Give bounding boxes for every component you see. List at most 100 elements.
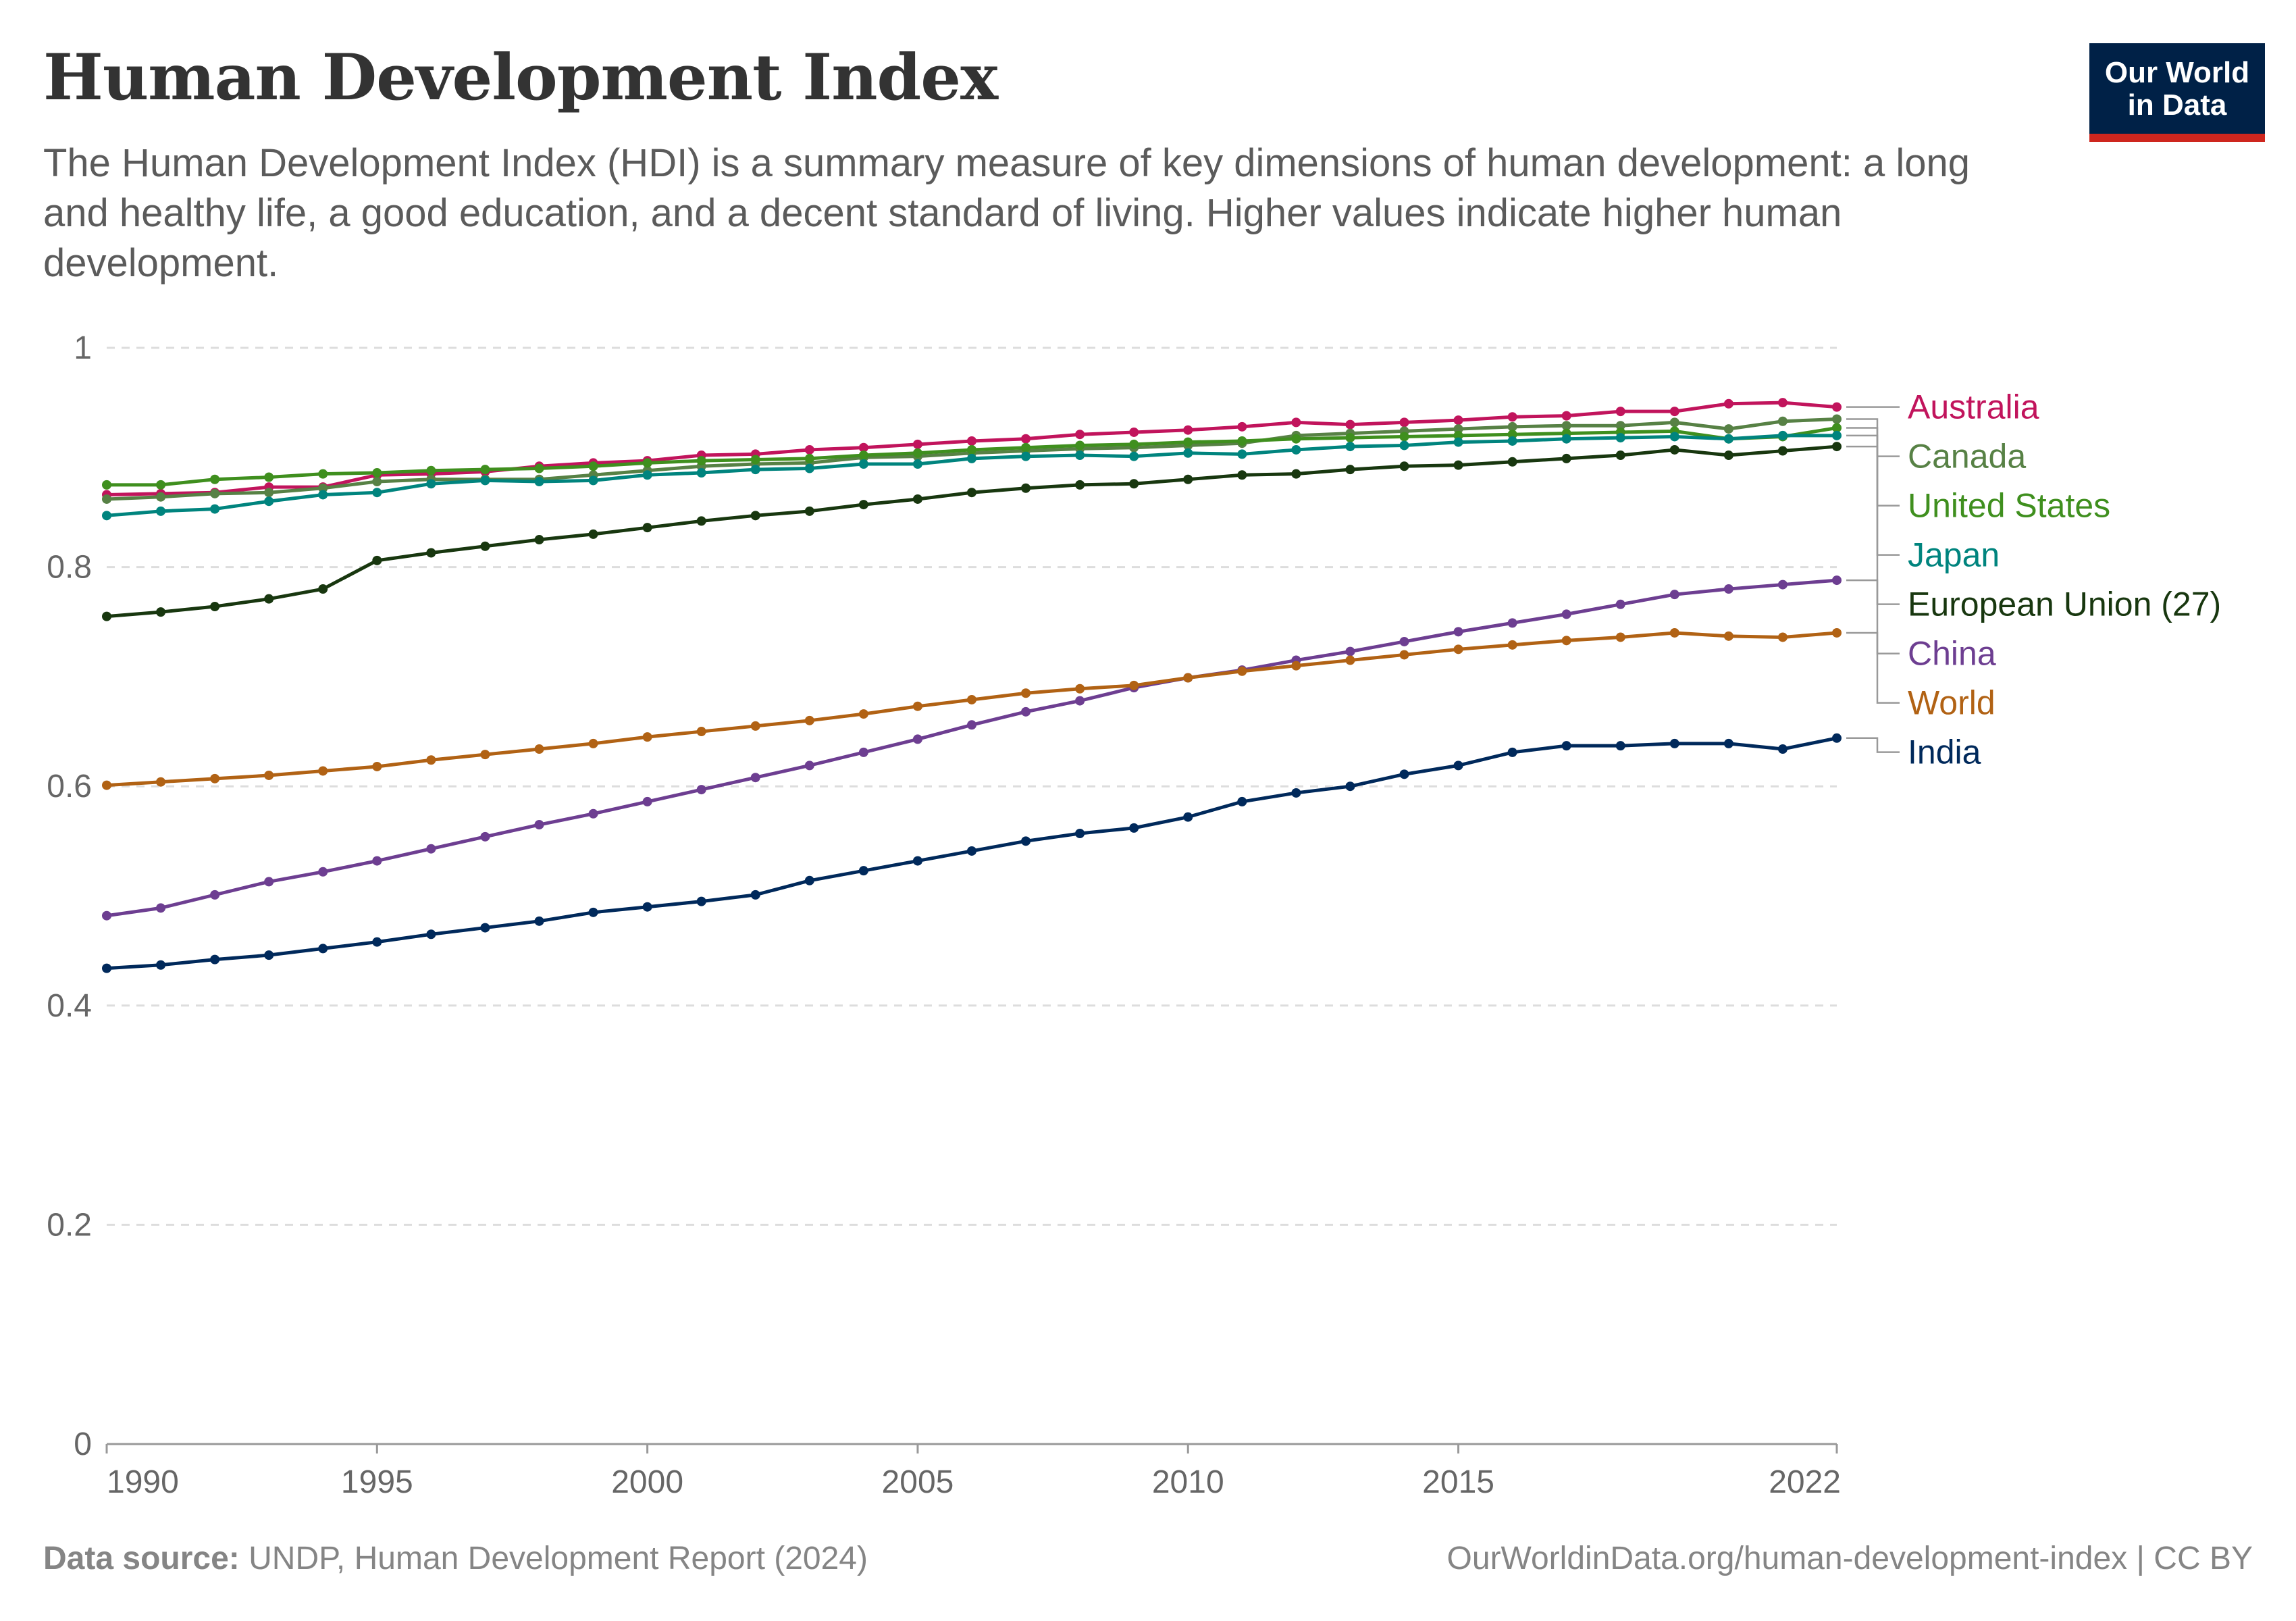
- data-point[interactable]: [1345, 442, 1355, 452]
- data-point[interactable]: [967, 436, 976, 446]
- data-point[interactable]: [1075, 430, 1085, 440]
- data-point[interactable]: [156, 492, 166, 502]
- data-point[interactable]: [102, 780, 111, 790]
- data-point[interactable]: [372, 468, 382, 478]
- series-label-china[interactable]: China: [1908, 635, 1996, 673]
- data-point[interactable]: [804, 875, 814, 885]
- data-point[interactable]: [1021, 706, 1031, 717]
- data-point[interactable]: [1615, 741, 1625, 751]
- data-point[interactable]: [1669, 590, 1679, 600]
- data-point[interactable]: [1075, 480, 1085, 490]
- data-point[interactable]: [1075, 684, 1085, 694]
- data-point[interactable]: [804, 463, 814, 473]
- data-point[interactable]: [1237, 470, 1247, 480]
- data-point[interactable]: [264, 770, 274, 780]
- data-point[interactable]: [1237, 436, 1247, 446]
- data-point[interactable]: [1615, 407, 1625, 417]
- data-point[interactable]: [1399, 636, 1409, 646]
- series-label-european-union-27-[interactable]: European Union (27): [1908, 586, 2221, 623]
- data-point[interactable]: [1777, 744, 1788, 754]
- data-point[interactable]: [210, 773, 220, 783]
- data-point[interactable]: [1777, 580, 1788, 590]
- data-point[interactable]: [696, 727, 706, 737]
- data-point[interactable]: [1021, 836, 1031, 846]
- data-point[interactable]: [912, 701, 922, 711]
- data-point[interactable]: [1453, 644, 1463, 654]
- data-point[interactable]: [1129, 439, 1139, 449]
- data-point[interactable]: [102, 511, 111, 521]
- data-point[interactable]: [696, 516, 706, 526]
- series-label-canada[interactable]: Canada: [1908, 438, 2026, 475]
- data-point[interactable]: [1507, 747, 1517, 757]
- data-point[interactable]: [318, 867, 328, 877]
- data-point[interactable]: [1832, 575, 1842, 586]
- data-point[interactable]: [1021, 434, 1031, 444]
- data-point[interactable]: [1183, 448, 1193, 458]
- data-point[interactable]: [264, 472, 274, 482]
- data-point[interactable]: [534, 477, 544, 487]
- data-point[interactable]: [1399, 432, 1409, 442]
- data-point[interactable]: [102, 494, 111, 504]
- data-point[interactable]: [1183, 437, 1193, 447]
- data-point[interactable]: [1832, 442, 1842, 452]
- data-point[interactable]: [1561, 741, 1571, 751]
- data-point[interactable]: [1345, 419, 1355, 430]
- data-point[interactable]: [102, 963, 111, 973]
- data-point[interactable]: [750, 890, 760, 900]
- data-point[interactable]: [588, 529, 598, 539]
- data-point[interactable]: [102, 910, 111, 921]
- data-point[interactable]: [1075, 451, 1085, 461]
- data-point[interactable]: [1345, 655, 1355, 665]
- data-point[interactable]: [372, 477, 382, 487]
- data-point[interactable]: [1291, 788, 1301, 798]
- data-point[interactable]: [1561, 453, 1571, 463]
- data-point[interactable]: [318, 490, 328, 500]
- data-point[interactable]: [804, 761, 814, 771]
- data-point[interactable]: [588, 461, 598, 471]
- data-point[interactable]: [1723, 398, 1733, 409]
- data-point[interactable]: [1561, 411, 1571, 421]
- data-point[interactable]: [1832, 430, 1842, 440]
- data-point[interactable]: [534, 535, 544, 545]
- data-point[interactable]: [1075, 696, 1085, 706]
- data-point[interactable]: [1615, 599, 1625, 609]
- data-point[interactable]: [1561, 636, 1571, 646]
- data-point[interactable]: [1832, 627, 1842, 638]
- data-point[interactable]: [967, 488, 976, 498]
- data-point[interactable]: [750, 455, 760, 465]
- data-point[interactable]: [372, 761, 382, 771]
- data-point[interactable]: [426, 548, 436, 558]
- data-point[interactable]: [480, 475, 490, 486]
- data-point[interactable]: [696, 456, 706, 466]
- owid-logo[interactable]: Our World in Data: [2089, 43, 2265, 142]
- data-point[interactable]: [1669, 432, 1679, 442]
- source-url[interactable]: OurWorldinData.org/human-development-ind…: [1446, 1541, 2253, 1576]
- data-point[interactable]: [1237, 421, 1247, 432]
- data-point[interactable]: [1507, 618, 1517, 628]
- data-point[interactable]: [1129, 427, 1139, 437]
- data-point[interactable]: [480, 541, 490, 551]
- data-point[interactable]: [318, 483, 328, 493]
- data-point[interactable]: [750, 511, 760, 521]
- data-point[interactable]: [642, 732, 652, 742]
- data-point[interactable]: [1075, 440, 1085, 451]
- data-point[interactable]: [1507, 421, 1517, 432]
- data-point[interactable]: [372, 555, 382, 565]
- data-point[interactable]: [1777, 632, 1788, 642]
- data-point[interactable]: [1399, 461, 1409, 471]
- data-point[interactable]: [1453, 627, 1463, 637]
- data-point[interactable]: [264, 488, 274, 498]
- data-point[interactable]: [858, 709, 868, 719]
- data-point[interactable]: [1561, 421, 1571, 431]
- data-point[interactable]: [156, 607, 166, 617]
- data-point[interactable]: [1507, 457, 1517, 467]
- data-point[interactable]: [372, 488, 382, 498]
- data-point[interactable]: [804, 453, 814, 463]
- data-point[interactable]: [1507, 412, 1517, 422]
- data-point[interactable]: [426, 755, 436, 765]
- data-point[interactable]: [642, 458, 652, 468]
- data-point[interactable]: [1237, 796, 1247, 806]
- data-point[interactable]: [1561, 434, 1571, 444]
- data-point[interactable]: [750, 773, 760, 783]
- data-point[interactable]: [1021, 688, 1031, 698]
